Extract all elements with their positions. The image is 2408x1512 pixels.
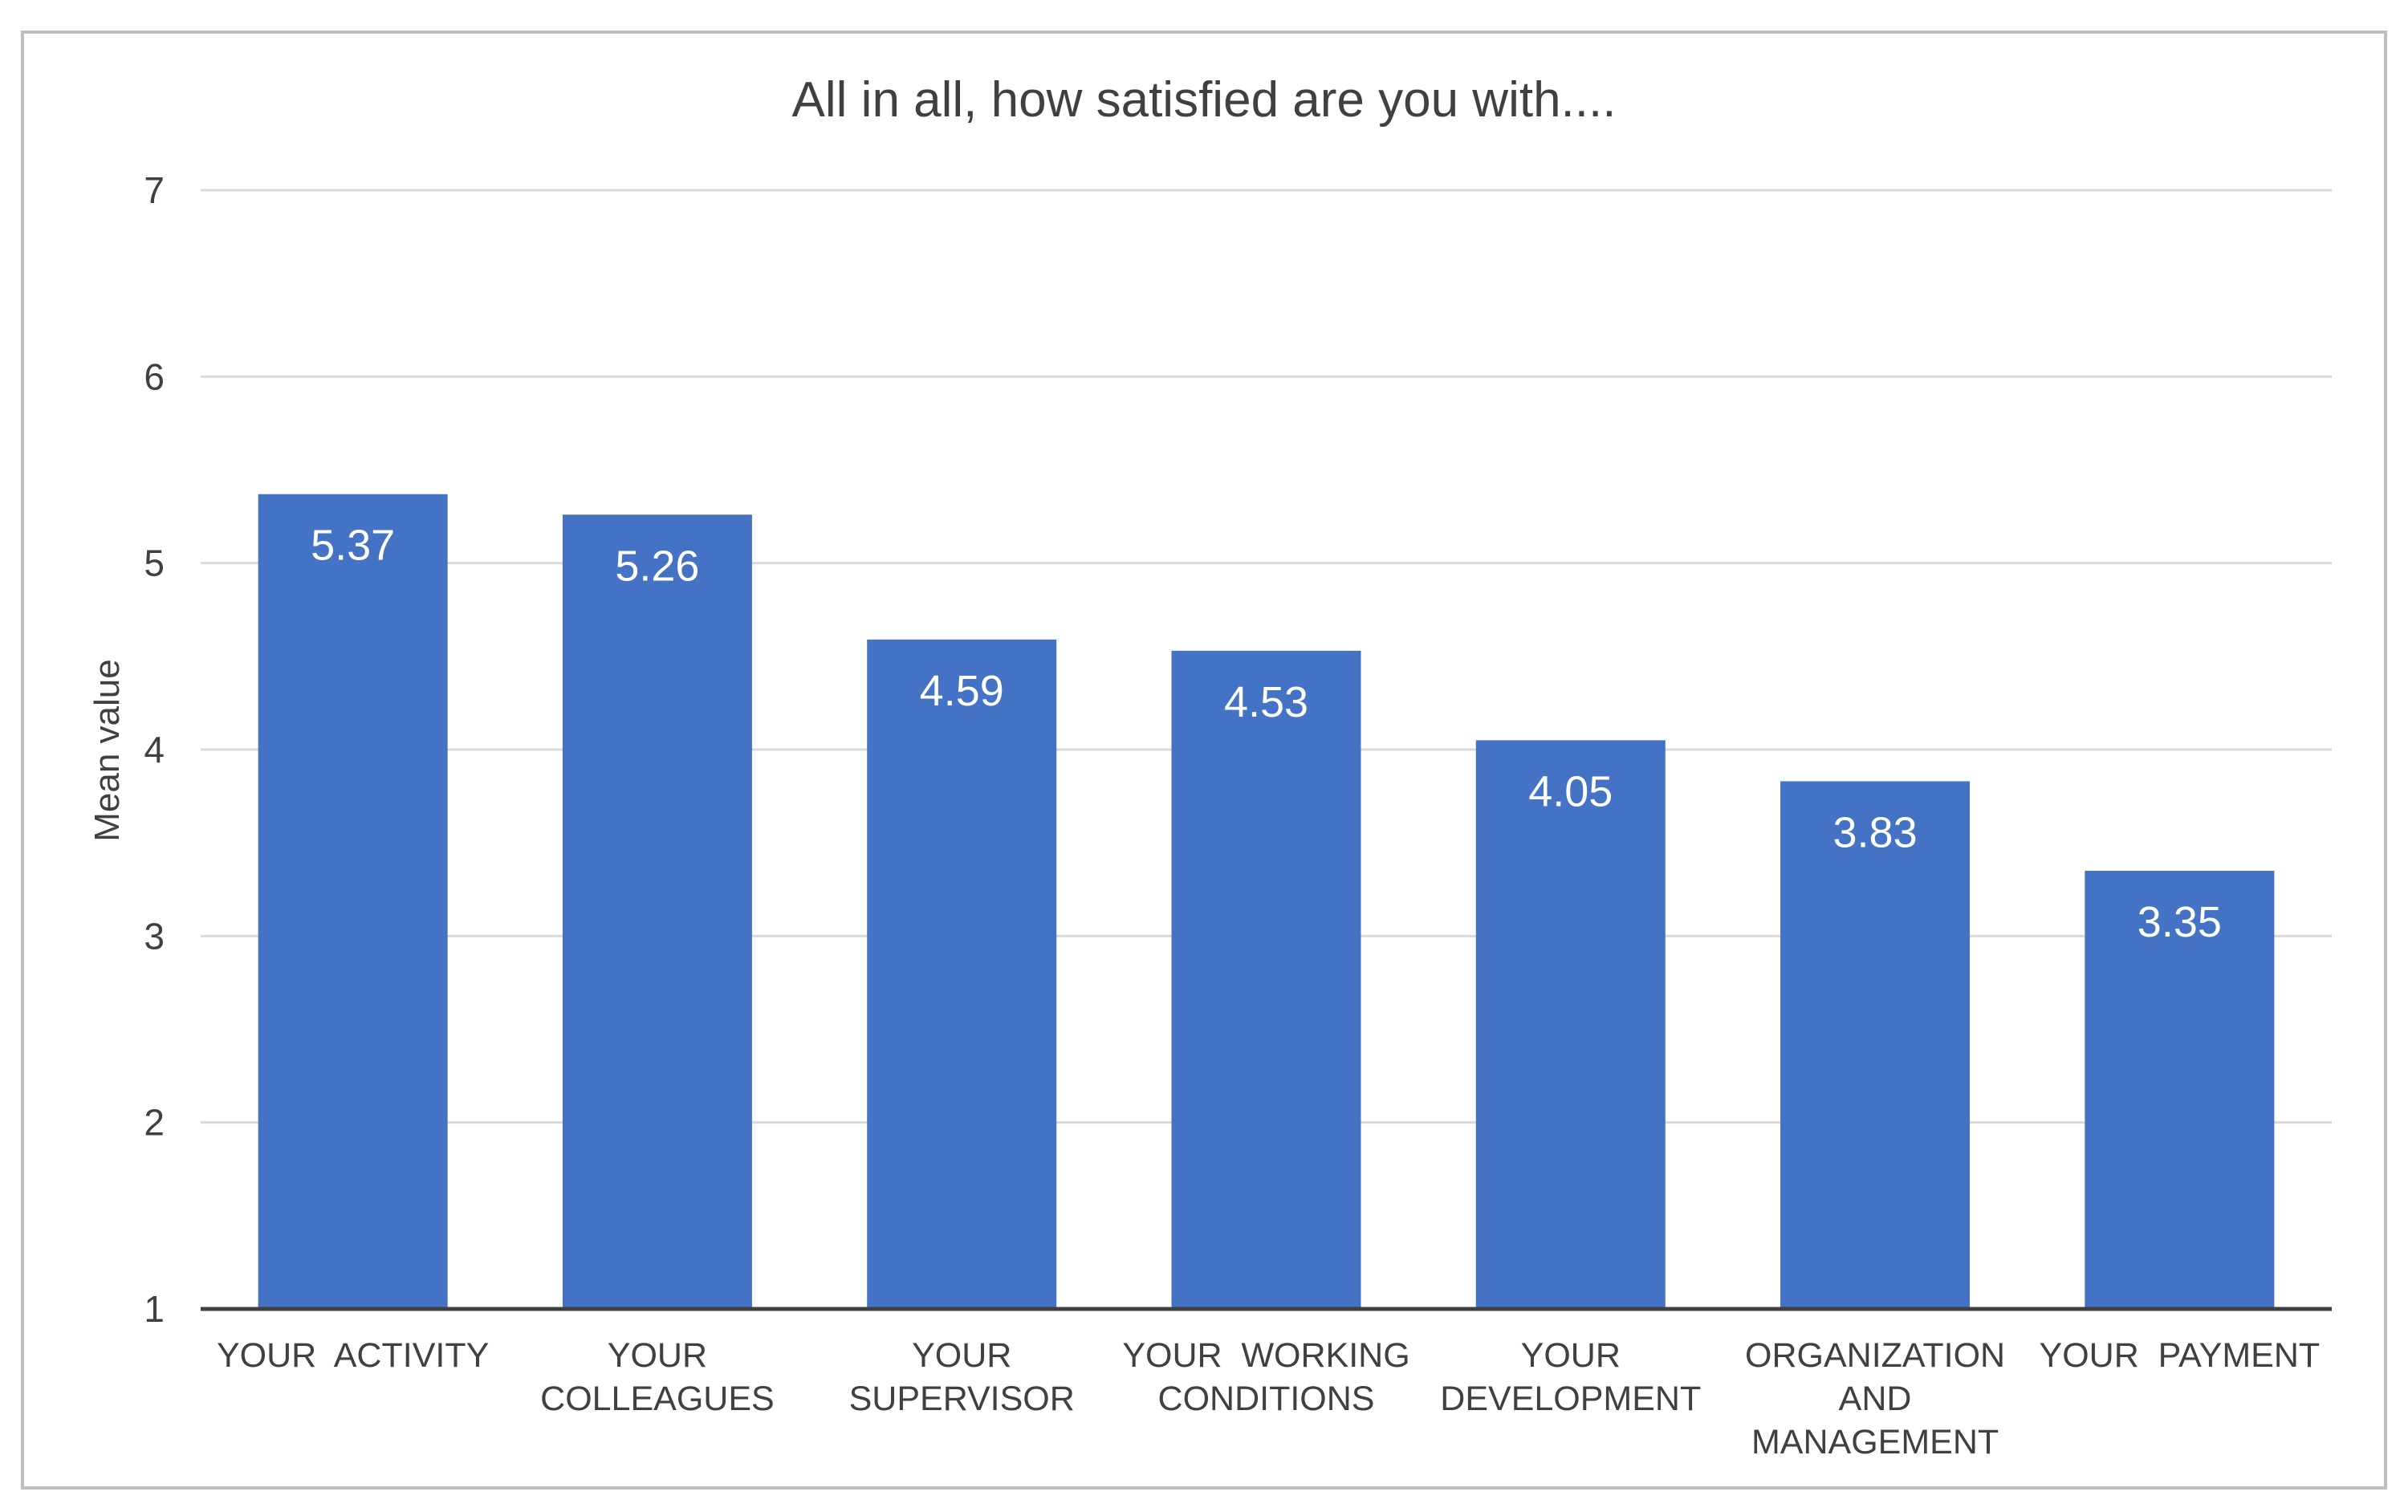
x-tick-label: YOUR COLLEAGUES (540, 1336, 775, 1418)
y-axis-label: Mean value (87, 659, 127, 841)
y-tick-label: 5 (144, 543, 165, 584)
bar-data-label: 4.05 (1528, 767, 1613, 815)
bar-data-label: 4.53 (1224, 678, 1308, 726)
y-tick-label: 1 (144, 1288, 165, 1330)
chart-title: All in all, how satisfied are you with..… (792, 72, 1617, 128)
y-tick-label: 4 (144, 729, 165, 770)
x-tick-label: YOUR SUPERVISOR (849, 1336, 1075, 1418)
y-tick-label: 7 (144, 169, 165, 211)
y-tick-labels: 1 2 3 4 5 6 7 (144, 169, 165, 1330)
bar-data-label: 5.26 (615, 542, 699, 590)
y-tick-label: 2 (144, 1102, 165, 1144)
bar-data-labels: 5.37 5.26 4.59 4.53 4.05 3.83 3.35 (311, 522, 2222, 946)
x-tick-label: ORGANIZATION AND MANAGEMENT (1745, 1336, 2005, 1461)
y-tick-label: 3 (144, 915, 165, 957)
bar (562, 514, 752, 1309)
x-tick-labels: YOUR ACTIVITY YOUR COLLEAGUES YOUR SUPERVISO… (217, 1336, 2320, 1461)
y-tick-label: 6 (144, 356, 165, 397)
bar (1475, 740, 1666, 1309)
x-tick-label: YOUR WORKING CONDITIONS (1122, 1336, 1409, 1418)
x-tick-label: YOUR ACTIVITY (217, 1336, 489, 1375)
bar (867, 639, 1057, 1309)
bar (2085, 871, 2275, 1309)
x-tick-label: YOUR PAYMENT (2040, 1336, 2321, 1375)
bar-data-label: 3.35 (2138, 898, 2222, 946)
x-tick-label: YOUR DEVELOPMENT (1440, 1336, 1701, 1418)
bar-data-label: 3.83 (1833, 808, 1918, 856)
bar (258, 494, 448, 1309)
bar (1171, 650, 1361, 1309)
bars (258, 494, 2275, 1309)
bar (1780, 781, 1971, 1309)
bar-data-label: 4.59 (920, 667, 1004, 715)
bar-data-label: 5.37 (311, 522, 395, 570)
